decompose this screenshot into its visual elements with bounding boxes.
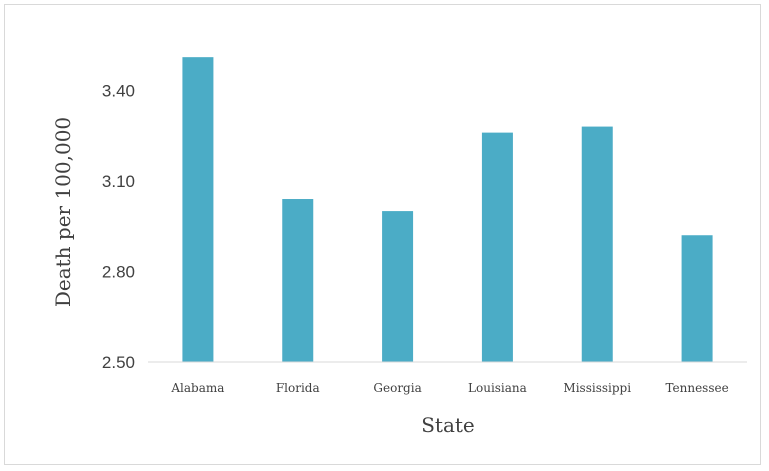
y-tick-label: 2.80: [102, 262, 135, 281]
y-axis-title: Death per 100,000: [51, 117, 75, 307]
x-tick-label: Louisiana: [468, 381, 527, 395]
bar-alabama: [182, 57, 214, 362]
bars: [182, 57, 713, 362]
x-axis-title: State: [421, 413, 475, 437]
y-tick-label: 3.40: [102, 81, 135, 100]
x-tick-label: Mississippi: [563, 381, 631, 395]
x-axis-labels: Alabama Florida Georgia Louisiana Mississipp…: [170, 381, 728, 395]
bar-tennessee: [681, 235, 713, 362]
x-tick-label: Florida: [276, 381, 320, 395]
bar-mississippi: [581, 126, 613, 362]
y-tick-label: 3.10: [102, 172, 135, 191]
y-axis-ticks: 2.50 2.80 3.10 3.40: [102, 81, 135, 372]
x-tick-label: Georgia: [373, 381, 421, 395]
y-tick-label: 2.50: [102, 353, 135, 372]
x-tick-label: Alabama: [170, 381, 224, 395]
bar-florida: [282, 199, 314, 362]
x-tick-label: Tennessee: [665, 381, 728, 395]
bar-louisiana: [481, 132, 513, 362]
bar-georgia: [382, 211, 414, 362]
